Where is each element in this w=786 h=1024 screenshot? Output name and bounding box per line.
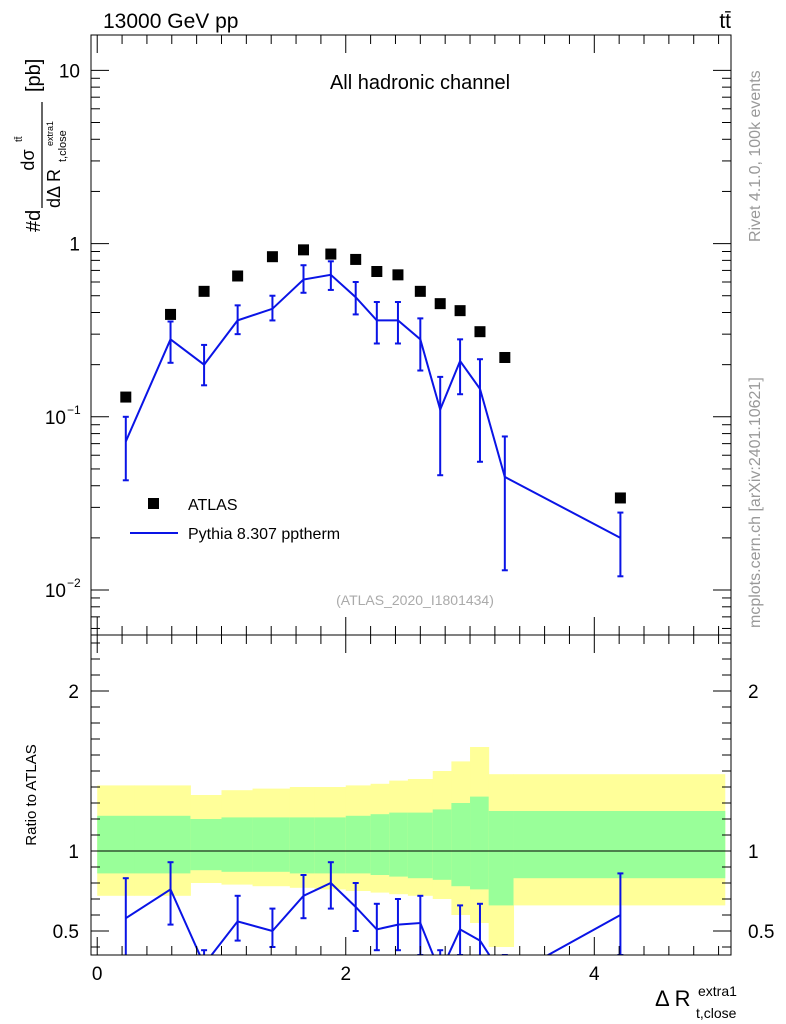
main-ytick-exponent: −1	[67, 403, 81, 417]
ratio-ytick-label-right: 2	[748, 682, 759, 703]
atlas-point	[474, 326, 486, 338]
atlas-point	[165, 308, 177, 320]
ratio-bands	[91, 747, 731, 947]
ratio-ytick-label-left: 1	[68, 842, 79, 863]
ratio-ytick-label-left: 2	[68, 682, 79, 703]
ratio-inner-band	[252, 817, 291, 872]
ratio-inner-band	[407, 812, 434, 879]
svg-text:t,close: t,close	[57, 130, 69, 162]
atlas-point	[298, 244, 310, 256]
ratio-inner-band	[190, 819, 222, 871]
ratio-xtick-label: 4	[589, 964, 600, 985]
ratio-inner-band	[370, 814, 390, 875]
chart-title: All hadronic channel	[330, 72, 510, 94]
ratio-ylabel: Ratio to ATLAS	[23, 744, 40, 845]
main-ylabel-unit: [pb]	[23, 59, 45, 92]
atlas-point	[325, 248, 337, 260]
atlas-point	[499, 351, 511, 363]
ratio-panel: 0.5 0.5 1 1 2 2 0 2 4 Ratio to ATLAS Δ R t,close…	[23, 634, 774, 1021]
ratio-inner-band	[470, 796, 490, 890]
atlas-point	[120, 391, 132, 403]
atlas-point	[232, 270, 244, 282]
atlas-point	[434, 298, 446, 310]
pythia-line	[124, 273, 621, 539]
ratio-inner-band	[345, 815, 372, 874]
ratio-pythia-line	[125, 881, 621, 955]
main-ytick-exponent: −2	[67, 576, 81, 590]
main-ytick-label: 1	[69, 235, 80, 256]
atlas-point	[371, 265, 383, 277]
main-frame	[90, 34, 732, 636]
mcplots-label: mcplots.cern.ch [arXiv:2401.10621]	[747, 377, 764, 628]
atlas-point	[392, 269, 404, 281]
ratio-xtick-label: 2	[340, 964, 351, 985]
ratio-ytick-label-right: 0.5	[748, 922, 774, 943]
ratio-ticks: 0.5 0.5 1 1 2 2 0 2 4	[53, 635, 774, 985]
atlas-point	[350, 253, 362, 265]
xlabel-sub: t,close	[696, 1005, 737, 1021]
ratio-inner-band	[451, 803, 471, 887]
ratio-xtick-label: 0	[92, 964, 103, 985]
legend-atlas-label: ATLAS	[188, 497, 238, 514]
xlabel-main: Δ R	[655, 986, 690, 1011]
atlas-point	[266, 251, 278, 263]
ratio-inner-band	[513, 811, 726, 879]
main-ytick-label: 10	[59, 61, 80, 82]
process-label: tt̄	[719, 10, 731, 33]
ratio-xlabel: Δ R t,close extra1	[655, 983, 737, 1021]
svg-text:dσ: dσ	[18, 149, 38, 170]
atlas-point	[454, 305, 466, 317]
svg-text:#d: #d	[23, 210, 45, 232]
atlas-point	[198, 285, 210, 297]
analysis-label: (ATLAS_2020_I1801434)	[336, 592, 494, 608]
main-ytick-label: 10	[45, 408, 66, 429]
ratio-inner-band	[389, 812, 409, 877]
ratio-inner-band	[432, 809, 452, 880]
legend-atlas-marker	[148, 498, 159, 509]
atlas-point	[414, 285, 426, 297]
ratio-frame	[90, 634, 732, 956]
atlas-point	[614, 492, 626, 504]
rivet-label: Rivet 4.1.0, 100k events	[747, 70, 764, 242]
svg-text:dΔ R: dΔ R	[44, 169, 64, 208]
main-marks	[120, 244, 626, 578]
ratio-ytick-label-right: 1	[748, 842, 759, 863]
ratio-inner-band	[289, 817, 316, 874]
svg-text:tt̄: tt̄	[13, 136, 25, 142]
main-ylabel: #d dσ tt̄ dΔ R t,close extra1 [pb]	[13, 59, 69, 232]
ratio-inner-band	[134, 815, 191, 874]
ratio-inner-band	[221, 817, 254, 872]
xlabel-sup: extra1	[698, 983, 737, 999]
ratio-marks	[122, 861, 624, 955]
svg-text:extra1: extra1	[45, 121, 55, 146]
main-ytick-label: 10	[45, 581, 66, 602]
ratio-inner-band	[488, 811, 515, 906]
legend-pythia-label: Pythia 8.307 pptherm	[188, 526, 340, 543]
ratio-inner-band	[97, 815, 135, 874]
energy-label: 13000 GeV pp	[103, 10, 238, 33]
ratio-ytick-label-left: 0.5	[53, 922, 79, 943]
